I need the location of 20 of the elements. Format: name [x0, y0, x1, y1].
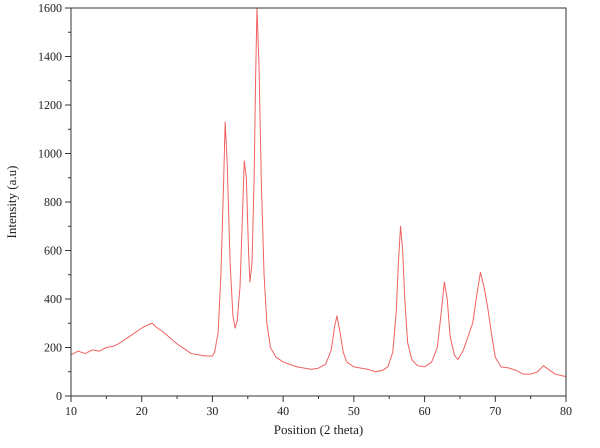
y-tick-label: 800: [44, 195, 62, 210]
line-series: [70, 8, 566, 378]
x-tick-label: 30: [206, 404, 218, 418]
y-tick-label: 200: [44, 340, 62, 355]
x-tick-label: 70: [489, 404, 502, 418]
y-tick-label: 0: [56, 389, 62, 404]
y-tick-label: 1200: [38, 98, 62, 112]
y-tick-label: 600: [44, 244, 62, 258]
y-tick-label: 1600: [38, 1, 62, 16]
x-tick-label: 10: [65, 404, 77, 418]
x-tick-label: 50: [348, 404, 360, 418]
y-axis-title: Intensity (a.u): [4, 166, 19, 238]
x-tick-label: 60: [418, 404, 431, 418]
y-tick-label: 1400: [38, 50, 62, 64]
y-tick-label: 1000: [38, 146, 62, 161]
x-tick-label: 80: [560, 404, 572, 418]
y-tick-label: 400: [44, 292, 62, 306]
x-tick-label: 40: [277, 404, 290, 418]
x-tick-label: 20: [136, 404, 148, 418]
x-axis-title: Position (2 theta): [274, 422, 364, 437]
